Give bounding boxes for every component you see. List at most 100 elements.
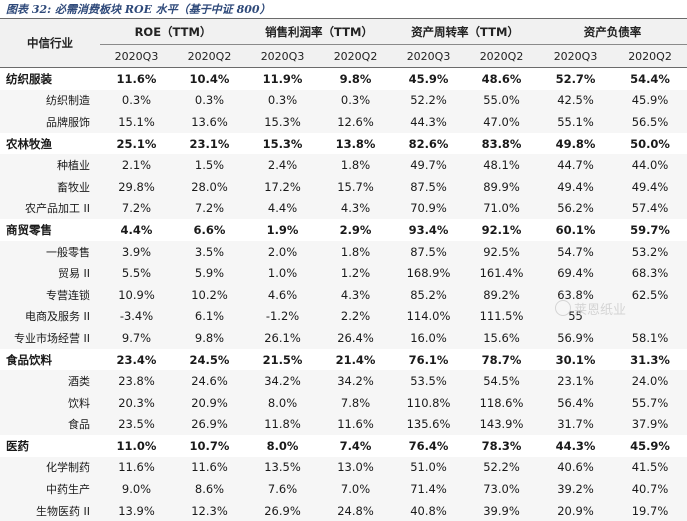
metric-cell: 60.1% [538,219,613,241]
metric-cell: 52.2% [392,90,465,112]
metric-cell: 7.8% [319,392,392,414]
metric-cell: 59.7% [613,219,687,241]
metric-cell: 49.8% [538,133,613,155]
metric-cell: 28.0% [173,176,246,198]
metric-cell: 52.7% [538,68,613,90]
metric-cell: 56.9% [538,327,613,349]
metric-cell: 20.3% [100,392,173,414]
metric-cell: 161.4% [465,262,538,284]
header-row-periods: 2020Q3 2020Q2 2020Q3 2020Q2 2020Q3 2020Q… [0,45,687,68]
metric-cell: 31.7% [538,414,613,436]
metric-cell: 48.1% [465,154,538,176]
metric-cell: 1.8% [319,241,392,263]
metric-cell: 1.0% [246,262,319,284]
metric-cell: 2.2% [319,306,392,328]
group-header-turnover: 资产周转率（TTM） [392,19,538,45]
roe-table: 中信行业 ROE（TTM） 销售利润率（TTM） 资产周转率（TTM） 资产负债… [0,18,687,521]
metric-cell: 87.5% [392,176,465,198]
metric-cell: 92.1% [465,219,538,241]
metric-cell: 1.9% [246,219,319,241]
industry-name: 贸易 II [0,262,100,284]
metric-cell: 6.6% [173,219,246,241]
industry-name: 专业市场经营 II [0,327,100,349]
period-header: 2020Q3 [100,45,173,68]
industry-name: 医药 [0,435,100,457]
period-header: 2020Q2 [173,45,246,68]
metric-cell: 44.3% [392,111,465,133]
industry-name: 化学制药 [0,457,100,479]
metric-cell: 11.0% [100,435,173,457]
metric-cell: 8.6% [173,478,246,500]
corner-header: 中信行业 [0,19,100,68]
metric-cell: 26.1% [246,327,319,349]
metric-cell: 3.9% [100,241,173,263]
metric-cell: 57.4% [613,198,687,220]
watermark-text: 莱恩纸业 [574,299,626,318]
metric-cell: 135.6% [392,414,465,436]
metric-cell: 55.7% [613,392,687,414]
metric-cell: 0.3% [246,90,319,112]
metric-cell: 78.7% [465,349,538,371]
metric-cell: 56.4% [538,392,613,414]
metric-cell: 76.4% [392,435,465,457]
metric-cell: 9.0% [100,478,173,500]
metric-cell: 76.1% [392,349,465,371]
metric-cell: 54.7% [538,241,613,263]
metric-cell: 20.9% [173,392,246,414]
metric-cell: 4.6% [246,284,319,306]
header-row-groups: 中信行业 ROE（TTM） 销售利润率（TTM） 资产周转率（TTM） 资产负债… [0,19,687,45]
metric-cell: 70.9% [392,198,465,220]
metric-cell: 71.4% [392,478,465,500]
industry-name: 商贸零售 [0,219,100,241]
metric-cell: 23.8% [100,370,173,392]
metric-cell: 26.9% [246,500,319,521]
metric-cell: 44.7% [538,154,613,176]
metric-cell: 23.1% [173,133,246,155]
metric-cell: 92.5% [465,241,538,263]
metric-cell: 11.6% [100,68,173,90]
industry-name: 生物医药 II [0,500,100,521]
period-header: 2020Q2 [465,45,538,68]
metric-cell: 7.2% [100,198,173,220]
metric-cell: 12.6% [319,111,392,133]
metric-cell: 13.8% [319,133,392,155]
metric-cell: 69.4% [538,262,613,284]
metric-cell: -3.4% [100,306,173,328]
metric-cell: 21.4% [319,349,392,371]
metric-cell: 47.0% [465,111,538,133]
metric-cell: 11.6% [100,457,173,479]
metric-cell: 42.5% [538,90,613,112]
metric-cell: 71.0% [465,198,538,220]
metric-cell: 58.1% [613,327,687,349]
metric-cell: 11.6% [319,414,392,436]
industry-name: 种植业 [0,154,100,176]
metric-cell: 48.6% [465,68,538,90]
metric-cell: 55.0% [465,90,538,112]
table-caption: 图表 32: 必需消费板块 ROE 水平（基于中证 800） [6,1,271,17]
industry-name: 农产品加工 II [0,198,100,220]
metric-cell: 4.3% [319,284,392,306]
metric-cell: 50.0% [613,133,687,155]
metric-cell: 4.4% [100,219,173,241]
industry-name: 酒类 [0,370,100,392]
industry-name: 饮料 [0,392,100,414]
metric-cell: 87.5% [392,241,465,263]
metric-cell: 51.0% [392,457,465,479]
metric-cell: 143.9% [465,414,538,436]
metric-cell: 15.7% [319,176,392,198]
period-header: 2020Q3 [538,45,613,68]
metric-cell: 4.3% [319,198,392,220]
metric-cell: 45.9% [392,68,465,90]
metric-cell: 168.9% [392,262,465,284]
metric-cell: 10.4% [173,68,246,90]
metric-cell: 15.3% [246,111,319,133]
industry-name: 农林牧渔 [0,133,100,155]
